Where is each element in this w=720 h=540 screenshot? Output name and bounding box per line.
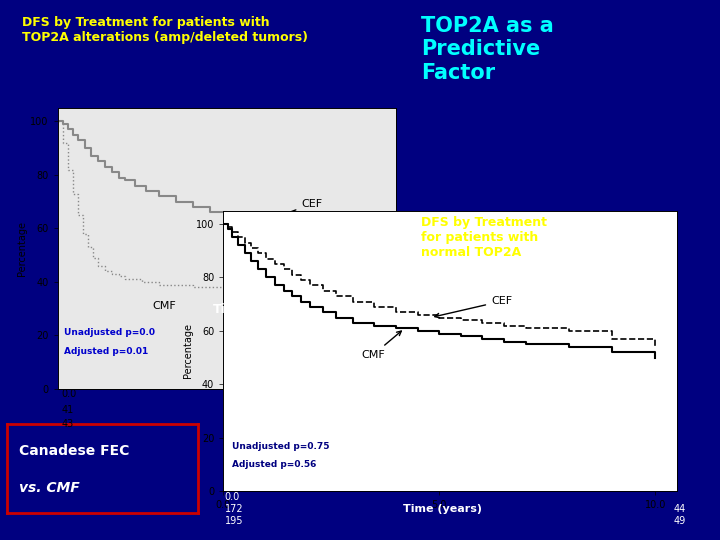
Text: 41: 41 [61,405,73,415]
Y-axis label: Percentage: Percentage [183,323,193,379]
Text: DFS by Treatment
for patients with
normal TOP2A: DFS by Treatment for patients with norma… [421,216,547,259]
Text: CMF: CMF [361,331,401,360]
Text: CMF: CMF [153,301,176,310]
Text: 172: 172 [225,504,243,514]
Text: Adjusted p=0.56: Adjusted p=0.56 [232,460,316,469]
Text: CEF: CEF [435,296,512,318]
Text: Canadese FEC: Canadese FEC [19,444,129,457]
Text: 49: 49 [673,516,685,526]
Text: Adjusted p=0.01: Adjusted p=0.01 [64,347,148,356]
Text: 43: 43 [61,418,73,429]
Text: 0.0: 0.0 [61,389,76,399]
Text: Unadjusted p=0.0: Unadjusted p=0.0 [64,328,156,338]
Text: TOP2A as a
Predictive
Factor: TOP2A as a Predictive Factor [421,16,554,83]
Text: Time (years): Time (years) [403,504,482,514]
Text: 0.0: 0.0 [225,491,240,502]
Y-axis label: Percentage: Percentage [17,221,27,276]
Text: Tim: Tim [212,303,238,316]
Text: Unadjusted p=0.75: Unadjusted p=0.75 [232,442,329,450]
Text: DFS by Treatment for patients with
TOP2A alterations (amp/deleted tumors): DFS by Treatment for patients with TOP2A… [22,16,307,44]
Text: 195: 195 [225,516,243,526]
Text: vs. CMF: vs. CMF [19,481,79,495]
Text: 44: 44 [673,504,685,514]
Text: CEF: CEF [265,199,323,222]
